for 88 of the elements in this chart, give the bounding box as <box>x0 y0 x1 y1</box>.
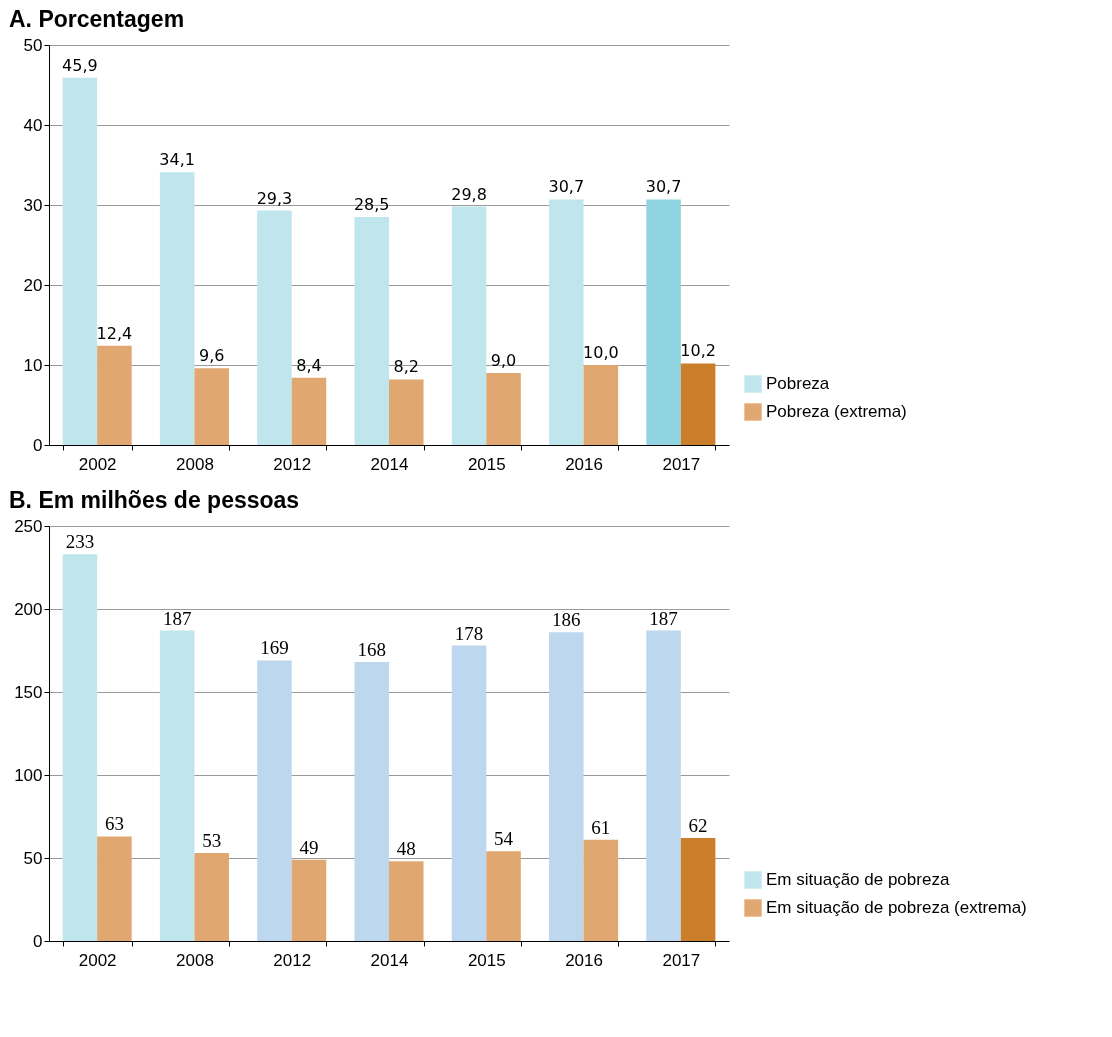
x-tick-label: 2015 <box>467 950 506 970</box>
data-label: 9,6 <box>198 346 225 366</box>
chart-title: A. Porcentagem <box>9 6 185 32</box>
legend-label: Em situação de pobreza <box>766 870 950 889</box>
data-label: 186 <box>552 609 581 631</box>
data-label: 45,9 <box>62 55 98 75</box>
bar <box>354 217 389 445</box>
bar <box>549 199 584 445</box>
y-tick-label: 50 <box>23 35 43 55</box>
bar <box>451 645 487 941</box>
x-tick-label: 2012 <box>273 950 312 970</box>
data-label: 28,5 <box>353 195 390 214</box>
bar <box>389 379 424 445</box>
bar <box>646 199 681 445</box>
data-label: 34,1 <box>159 150 195 170</box>
data-label: 8,4 <box>296 355 322 375</box>
legend-label: Em situação de pobreza (extrema) <box>766 898 1027 917</box>
bar <box>549 632 584 941</box>
legend-label: Pobreza <box>766 374 830 393</box>
bar <box>159 630 195 941</box>
x-tick-label: 2017 <box>662 950 701 970</box>
data-label: 8,2 <box>393 357 419 377</box>
bar <box>194 853 229 941</box>
y-tick-label: 200 <box>14 599 43 619</box>
data-label: 63 <box>104 813 124 835</box>
bar <box>680 363 716 445</box>
bar <box>97 345 132 445</box>
x-tick-label: 2008 <box>176 454 214 474</box>
bar <box>291 859 327 941</box>
y-tick-label: 100 <box>14 765 43 785</box>
data-label: 187 <box>162 607 192 629</box>
data-label: 30,7 <box>645 177 682 197</box>
bar <box>291 377 327 445</box>
data-label: 9,0 <box>490 351 517 370</box>
y-tick-label: 150 <box>14 682 43 702</box>
y-tick-label: 0 <box>33 931 43 951</box>
data-label: 10,0 <box>583 343 619 362</box>
data-label: 62 <box>688 815 708 837</box>
bar <box>486 851 521 941</box>
bar <box>451 206 487 445</box>
y-tick-label: 40 <box>23 115 43 135</box>
data-label: 48 <box>396 838 416 860</box>
data-label: 49 <box>299 836 319 858</box>
bar <box>159 172 195 445</box>
x-tick-label: 2002 <box>78 454 117 474</box>
data-label: 233 <box>65 531 95 553</box>
data-label: 12,4 <box>96 323 133 343</box>
data-label: 187 <box>649 607 678 629</box>
bar <box>257 660 292 941</box>
data-label: 29,8 <box>451 184 487 204</box>
bar <box>62 554 98 941</box>
data-label: 53 <box>202 830 222 852</box>
y-tick-label: 10 <box>23 355 43 375</box>
bar <box>257 210 292 445</box>
y-tick-label: 0 <box>33 435 43 455</box>
x-tick-label: 2014 <box>370 454 409 474</box>
data-label: 168 <box>357 639 386 661</box>
bar <box>583 839 619 941</box>
data-label: 54 <box>494 828 514 850</box>
bar <box>97 836 132 941</box>
y-tick-label: 30 <box>23 195 43 215</box>
chart-title: B. Em milhões de pessoas <box>9 487 300 513</box>
data-label: 169 <box>260 637 289 659</box>
x-tick-label: 2017 <box>662 454 701 474</box>
x-tick-label: 2016 <box>565 950 603 970</box>
x-tick-label: 2015 <box>467 454 506 474</box>
bar <box>389 861 424 941</box>
data-label: 29,3 <box>256 188 293 208</box>
x-tick-label: 2012 <box>273 454 312 474</box>
bar <box>646 630 681 941</box>
data-label: 10,2 <box>680 341 716 361</box>
bar <box>680 838 716 941</box>
bar <box>486 373 521 445</box>
bar <box>583 365 619 445</box>
bar <box>354 662 389 941</box>
bar <box>194 368 229 445</box>
y-tick-label: 50 <box>23 848 43 868</box>
y-tick-label: 20 <box>23 275 43 295</box>
x-tick-label: 2014 <box>370 950 409 970</box>
x-tick-label: 2016 <box>565 454 603 474</box>
y-tick-label: 250 <box>14 516 43 536</box>
x-tick-label: 2008 <box>176 950 214 970</box>
bar <box>62 77 98 445</box>
data-label: 30,7 <box>548 177 585 197</box>
data-label: 178 <box>454 622 484 644</box>
data-label: 61 <box>591 816 611 838</box>
legend-label: Pobreza (extrema) <box>766 402 907 421</box>
x-tick-label: 2002 <box>78 950 117 970</box>
